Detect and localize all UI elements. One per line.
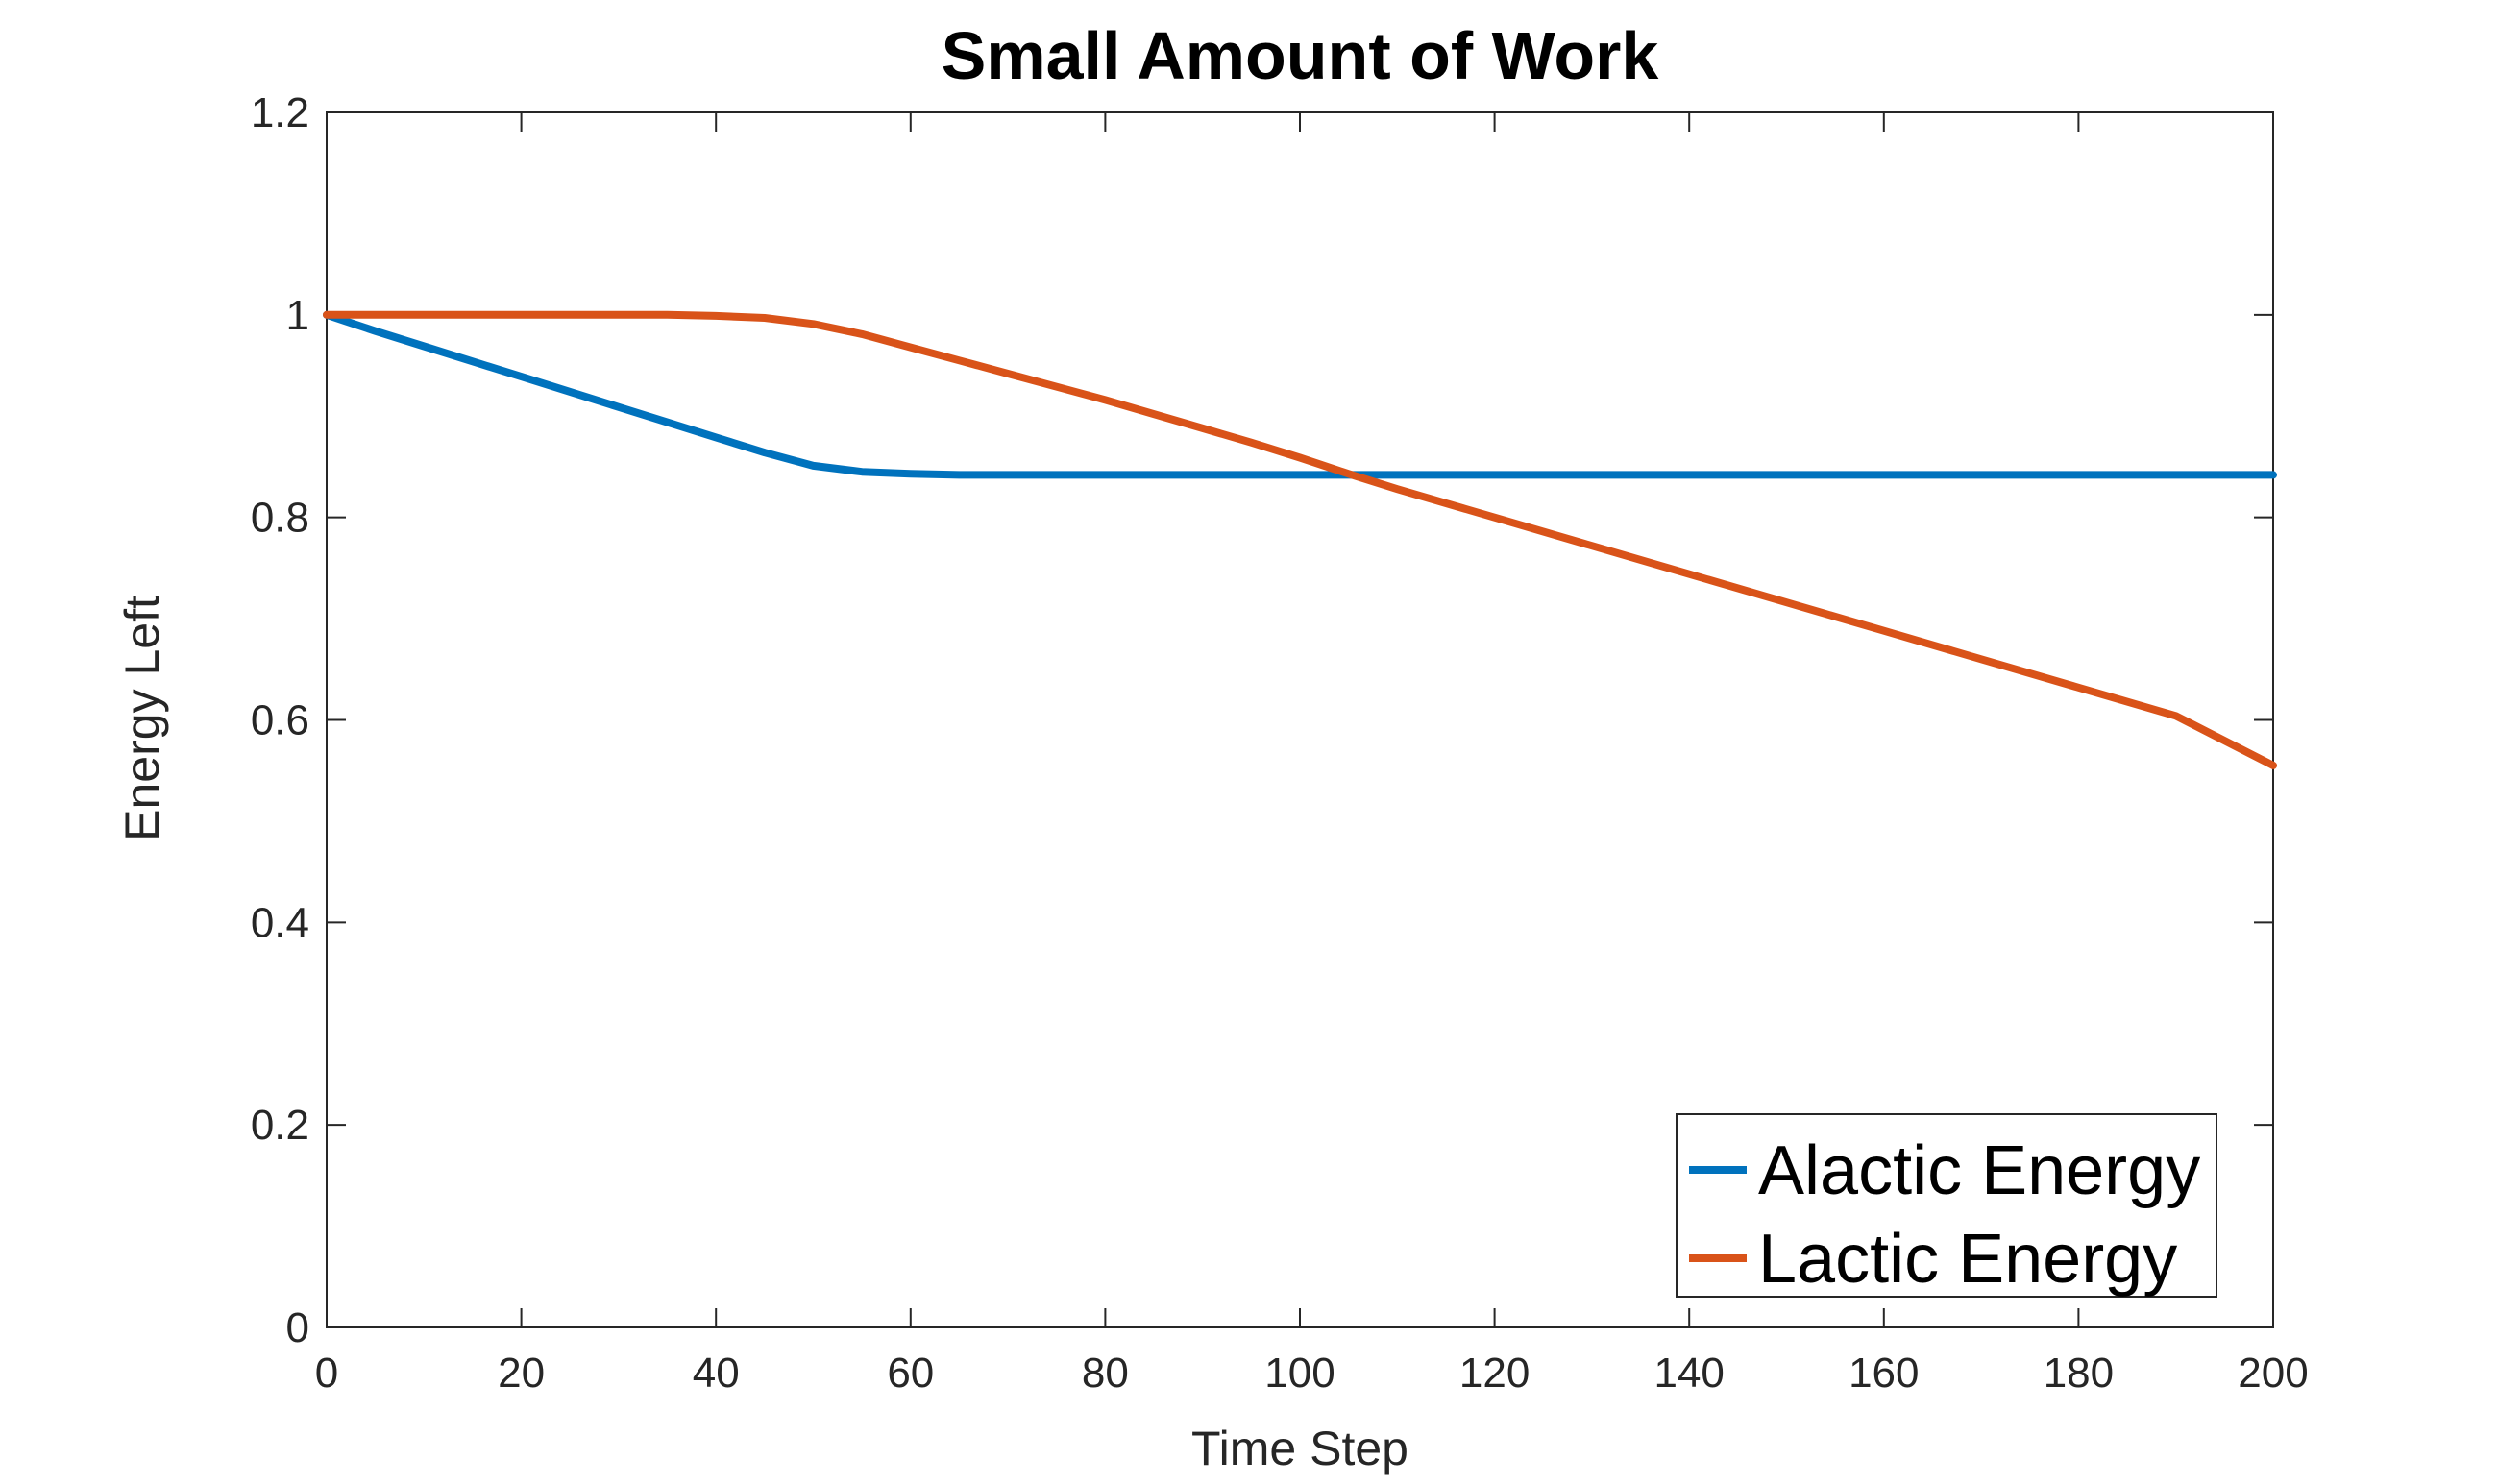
- x-tick-label: 0: [315, 1350, 338, 1397]
- x-axis-label: Time Step: [1191, 1422, 1408, 1475]
- y-tick-label: 0.6: [251, 697, 309, 744]
- legend-label: Alactic Energy: [1758, 1132, 2200, 1209]
- x-tick-label: 60: [887, 1350, 934, 1397]
- y-tick-label: 1.2: [251, 89, 309, 136]
- legend-label: Lactic Energy: [1758, 1221, 2177, 1298]
- chart-title: Small Amount of Work: [942, 18, 1659, 93]
- y-tick-label: 0.8: [251, 495, 309, 542]
- series-lines: [323, 310, 2277, 769]
- series-line-lactic-energy: [323, 310, 2277, 769]
- x-tick-label: 20: [498, 1350, 545, 1397]
- legend-box: [1676, 1113, 2217, 1298]
- y-tick-label: 1: [286, 292, 309, 339]
- x-tick-label: 180: [2044, 1350, 2114, 1397]
- y-tick-label: 0.4: [251, 899, 309, 946]
- y-axis-ticks: 0 0.2 0.4 0.6 0.8 1 1.2: [251, 89, 2273, 1351]
- x-tick-label: 160: [1849, 1350, 1919, 1397]
- x-tick-label: 120: [1459, 1350, 1530, 1397]
- x-tick-label: 200: [2238, 1350, 2308, 1397]
- legend: Alactic Energy Lactic Energy: [1676, 1113, 2217, 1298]
- series-line-alactic-energy: [323, 310, 2277, 479]
- x-tick-label: 40: [693, 1350, 740, 1397]
- x-tick-label: 100: [1264, 1350, 1335, 1397]
- y-tick-label: 0: [286, 1304, 309, 1351]
- x-axis-ticks: 0 20 40 60 80 100 120 140 160 180 200: [315, 112, 2309, 1397]
- x-tick-label: 140: [1653, 1350, 1724, 1397]
- y-tick-label: 0.2: [251, 1102, 309, 1149]
- y-axis-label: Energy Left: [115, 596, 169, 841]
- x-tick-label: 80: [1082, 1350, 1129, 1397]
